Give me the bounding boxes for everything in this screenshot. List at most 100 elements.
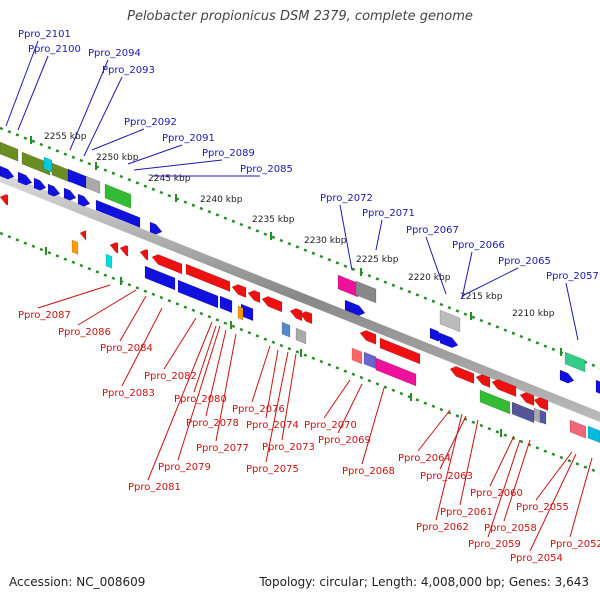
ruler-dots-inner [215,318,220,322]
ruler-dots-outer [151,187,156,192]
reverse-gene [151,254,183,275]
ruler-dots-inner [319,359,324,364]
top-gene-label: Ppro_2066 [452,240,505,251]
ruler-dots-inner [55,254,60,258]
reverse-gene [231,284,247,298]
genome-backbone [0,172,600,422]
ruler-dots-inner [183,305,188,309]
ruler-dots-inner [591,468,596,473]
gene-annotation [281,321,291,338]
ruler-dots-inner [279,343,284,348]
ruler-dots-outer [327,258,332,262]
reverse-gene [109,242,119,254]
bottom-gene-label: Ppro_2052 [550,539,600,550]
ruler-dots-inner [479,423,484,428]
ruler-dots-inner [423,401,428,405]
gene-annotation [21,151,51,176]
bottom-gene-leader [265,351,289,463]
ruler-dots-outer [303,248,308,252]
ruler-dots-outer [119,174,124,179]
top-gene-label: Ppro_2092 [124,117,177,128]
ruler-dots-outer [111,171,116,176]
ruler-dots-inner [575,462,580,466]
reverse-gene [299,311,313,325]
ruler-dots-inner [63,257,68,261]
top-gene-leader [91,128,145,151]
gene-annotation [569,419,587,439]
ruler-dots-outer [39,142,44,147]
ruler-dots-outer [471,315,476,320]
ruler-dots-outer [423,296,428,300]
reverse-gene [533,397,549,411]
ruler-dots-inner [111,276,116,281]
ruler-dots-outer [391,283,396,288]
ruler-dots-outer [447,306,452,310]
ruler-dots-outer [103,168,108,172]
gene-annotation [595,379,600,394]
genome-summary: Topology: circular; Length: 4,008,000 bp… [259,575,589,589]
ruler-dots-outer [143,184,148,188]
bottom-gene-leader [215,333,237,442]
top-gene-leader [425,236,447,295]
accession-text: Accession: NC_008609 [9,575,146,589]
ruler-dots-outer [479,318,484,323]
top-gene-leader [127,144,183,165]
ruler-dots-outer [63,152,68,156]
bottom-gene-leader [177,325,221,461]
ruler-dots-outer [335,261,340,265]
ruler-dots-outer [527,338,532,342]
ruler-dots-inner [191,308,196,313]
gene-annotation [363,351,377,370]
ruler-dots-outer [183,200,188,204]
ruler-dots-outer [295,245,300,249]
ruler-dots-outer [255,229,260,233]
scale-label: 2215 kbp [460,292,503,302]
bottom-gene-label: Ppro_2081 [128,482,181,493]
forward-gene [219,295,233,314]
ruler-tick [230,321,232,329]
gene-annotation [71,239,79,255]
ruler-dots-inner [71,260,76,265]
reverse-gene [139,249,149,261]
bottom-gene-leader [205,329,227,417]
ruler-dots-outer [0,126,4,131]
forward-gene [344,299,366,316]
ruler-dots-outer [311,251,316,256]
ruler-dots-inner [311,356,316,361]
ruler-tick [560,348,562,356]
ruler-dots-inner [167,299,172,303]
top-gene-label: Ppro_2057 [546,271,599,282]
bottom-gene-label: Ppro_2064 [398,453,451,464]
ruler-tick [270,232,272,240]
bottom-gene-leader [323,379,351,419]
forward-gene [33,177,47,191]
ruler-dots-inner [391,388,396,393]
ruler-dots-outer [159,190,164,195]
ruler-tick [470,312,472,320]
bottom-gene-leader [535,451,573,501]
ruler-dots-outer [167,194,172,198]
reverse-gene [79,230,87,242]
ruler-dots-inner [95,270,100,274]
reverse-gene [185,263,231,292]
top-gene-leader [83,76,123,157]
top-gene-leader [339,204,353,271]
ruler-dots-outer [319,254,324,259]
scale-label: 2255 kbp [44,132,87,142]
bottom-gene-label: Ppro_2060 [470,488,523,499]
ruler-dots-inner [127,283,132,287]
bottom-gene-leader [529,453,577,552]
ruler-dots-outer [431,299,436,304]
ruler-dots-inner [47,251,52,255]
bottom-gene-label: Ppro_2084 [100,343,153,354]
reverse-gene [379,337,421,365]
ruler-dots-inner [223,321,228,325]
bottom-gene-label: Ppro_2069 [318,435,371,446]
bottom-gene-leader [121,307,163,387]
bottom-gene-label: Ppro_2058 [484,523,537,534]
bottom-gene-label: Ppro_2080 [174,394,227,405]
gene-annotation [295,327,307,345]
ruler-dots-inner [143,289,148,293]
ruler-tick [300,349,302,357]
